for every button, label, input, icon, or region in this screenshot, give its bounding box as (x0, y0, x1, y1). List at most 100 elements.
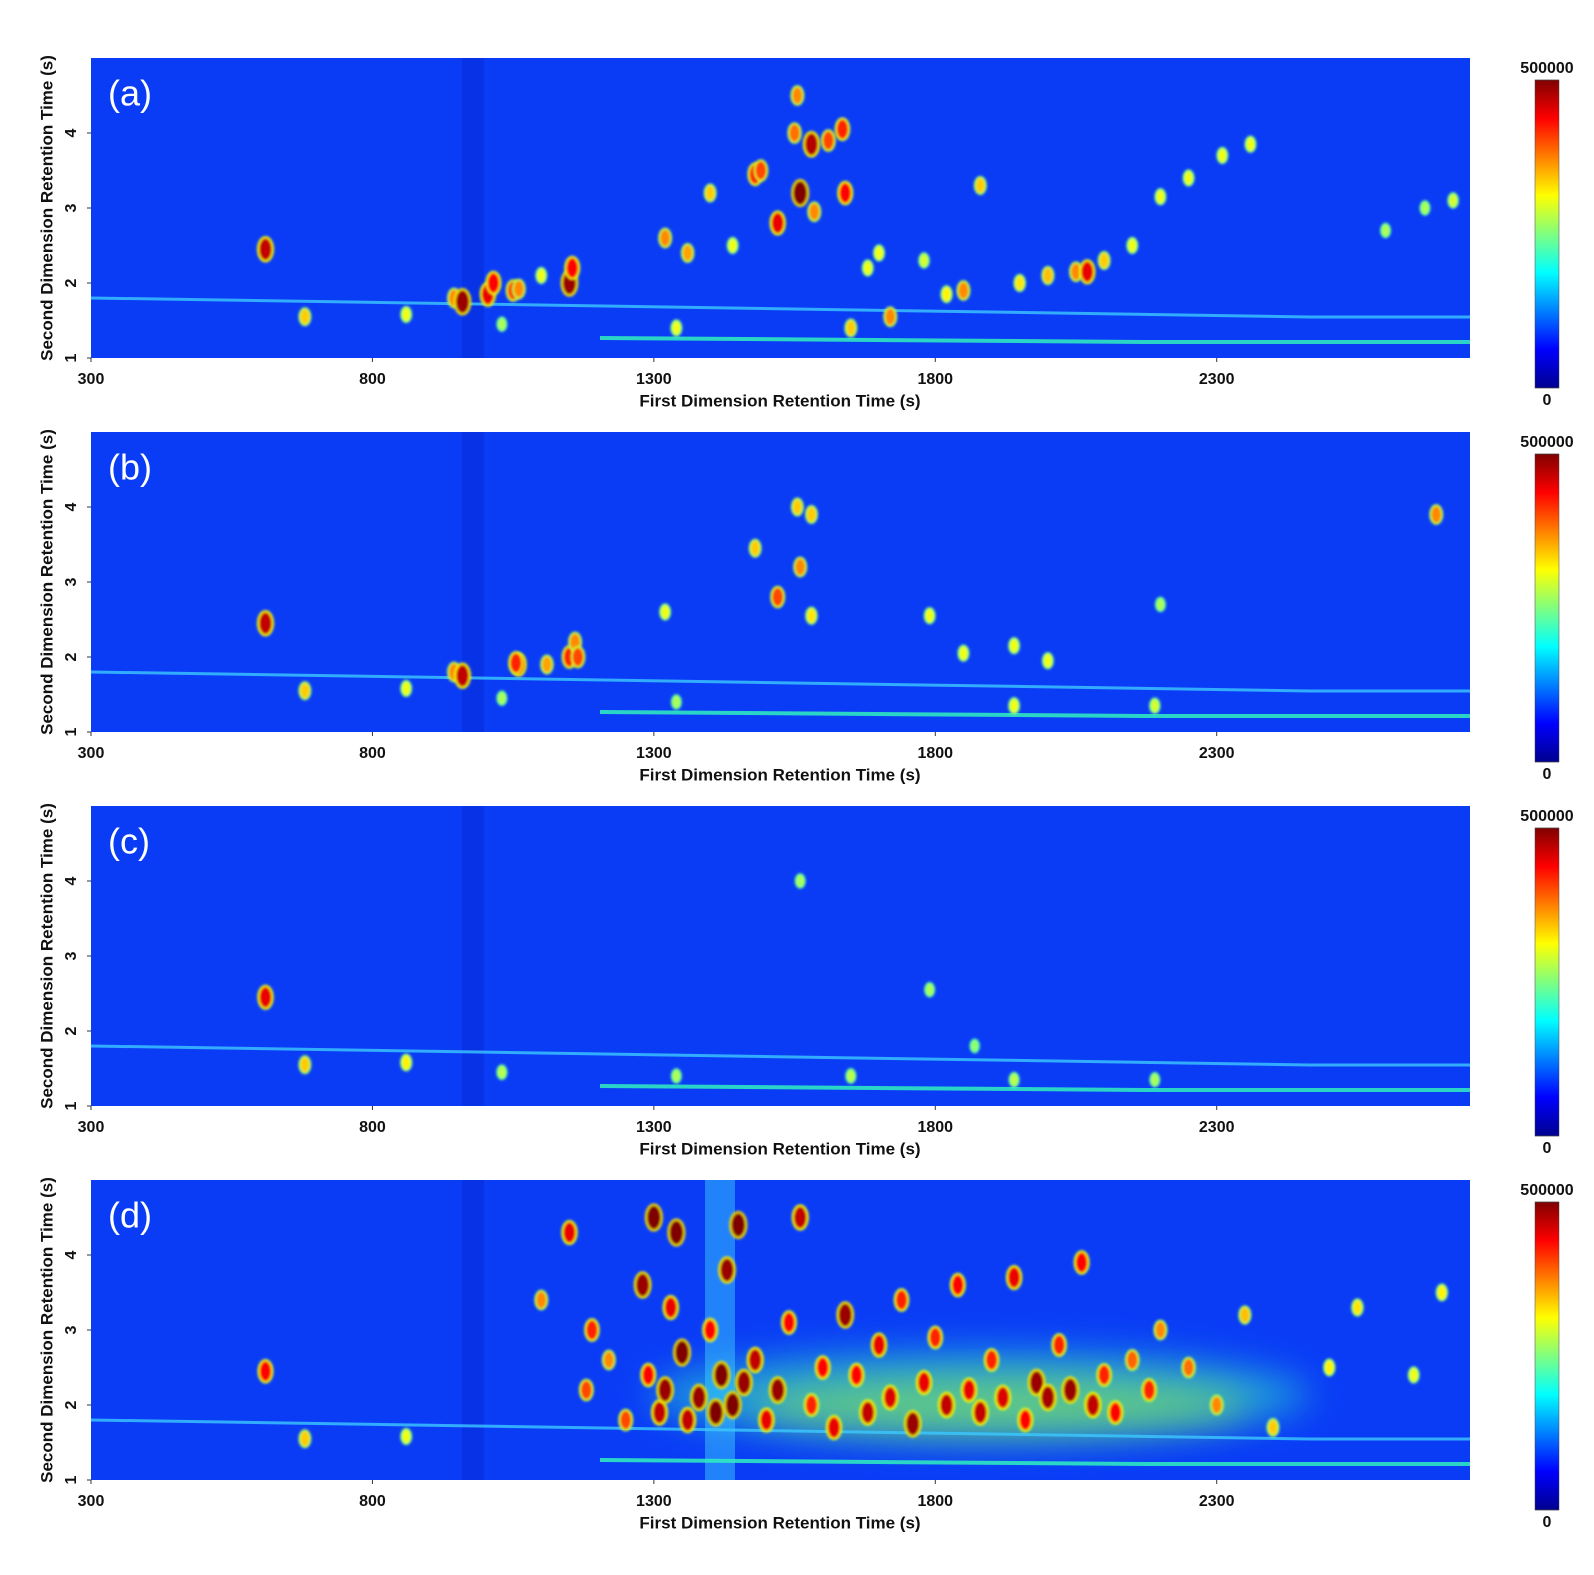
peak (1407, 1366, 1420, 1384)
peak (825, 1414, 843, 1441)
peak (957, 644, 970, 662)
peak (540, 654, 554, 675)
x-tick-label: 1300 (636, 1119, 672, 1136)
peak (453, 662, 471, 689)
peak (837, 180, 854, 206)
bleed-line (91, 1418, 1470, 1441)
y-tick-label: 4 (63, 876, 80, 885)
peak (994, 1384, 1012, 1411)
x-tick-label: 300 (78, 1493, 105, 1510)
peak (758, 1407, 775, 1433)
peak (870, 1332, 888, 1358)
peak (1027, 1368, 1046, 1397)
peak (1244, 135, 1257, 153)
x-tick-label: 800 (359, 1493, 386, 1510)
bleed-line (91, 670, 1470, 693)
peak (1073, 1250, 1090, 1275)
peak (956, 280, 971, 301)
y-tick-label: 2 (63, 652, 80, 661)
peak (644, 1203, 663, 1232)
x-tick-label: 2300 (1199, 371, 1235, 388)
peak (927, 1325, 944, 1350)
peak (690, 1383, 708, 1412)
peak (1447, 192, 1459, 209)
peak (1435, 1283, 1449, 1302)
peak (735, 1368, 753, 1397)
y-tick-label: 2 (63, 1026, 80, 1035)
colorbar (1534, 827, 1560, 1137)
peak (511, 278, 526, 300)
y-axis-label: Second Dimension Retention Time (s) (37, 803, 56, 1109)
bleed-line (599, 710, 1470, 718)
peak (702, 1317, 719, 1343)
peak (903, 1410, 922, 1438)
peak (618, 1408, 634, 1432)
peak (746, 1346, 764, 1374)
panel-label: (a) (108, 73, 152, 114)
peak (803, 1393, 820, 1417)
peak (496, 316, 508, 332)
plot-area (91, 58, 1470, 358)
y-tick-label: 2 (63, 278, 80, 287)
peak (1126, 236, 1139, 255)
plot-area (91, 1180, 1470, 1480)
peak (584, 1318, 600, 1342)
y-tick-label: 1 (63, 353, 80, 362)
y-tick-label: 4 (63, 502, 80, 511)
vertical-band (462, 806, 484, 1106)
peak (1149, 1072, 1161, 1088)
bleed-line (599, 1458, 1470, 1466)
peak (1084, 1391, 1102, 1419)
peak (564, 255, 581, 281)
peak (650, 1399, 668, 1426)
peak (802, 130, 821, 158)
plot-background (91, 432, 1470, 732)
peak (1266, 1418, 1280, 1437)
y-axis-label: Second Dimension Retention Time (s) (37, 55, 56, 361)
peak (723, 1391, 742, 1419)
peak (844, 318, 858, 338)
x-tick-label: 1300 (636, 745, 672, 762)
bleed-line (599, 336, 1470, 344)
peak (780, 1310, 797, 1335)
colorbar (1534, 1201, 1560, 1511)
plot-area (91, 432, 1470, 732)
peak (670, 1068, 682, 1084)
peak (1008, 1071, 1020, 1088)
vertical-band (462, 58, 484, 358)
peak (508, 651, 524, 675)
peak (836, 1301, 855, 1329)
peak (1041, 265, 1055, 286)
peak (1039, 1384, 1057, 1411)
peak (1154, 596, 1166, 613)
peak (881, 1384, 899, 1411)
plot-background (91, 1180, 1470, 1480)
peak (769, 210, 786, 236)
peak (1097, 251, 1111, 270)
peak (706, 1398, 725, 1427)
peak (633, 1271, 652, 1299)
x-tick-label: 800 (359, 745, 386, 762)
peak (1153, 1319, 1168, 1341)
panel-label: (c) (108, 821, 150, 862)
x-tick-label: 1800 (917, 371, 953, 388)
peak (298, 681, 312, 701)
peak (453, 288, 472, 316)
peak (807, 201, 822, 223)
peak (1419, 200, 1431, 216)
peak (659, 603, 672, 621)
plot-background (91, 58, 1470, 358)
peak (729, 1211, 748, 1239)
peak (561, 1219, 578, 1246)
peak (1380, 222, 1392, 239)
plot-background (91, 806, 1470, 1106)
y-tick-label: 4 (63, 128, 80, 137)
colorbar-label: 500000 (1520, 434, 1573, 451)
peak (257, 984, 274, 1010)
peak (1149, 697, 1161, 714)
colorbar-label: 0 (1543, 766, 1552, 783)
peak (1061, 1376, 1080, 1404)
peak (298, 1429, 312, 1449)
x-tick-label: 300 (78, 745, 105, 762)
colorbar-label: 500000 (1520, 1182, 1573, 1199)
